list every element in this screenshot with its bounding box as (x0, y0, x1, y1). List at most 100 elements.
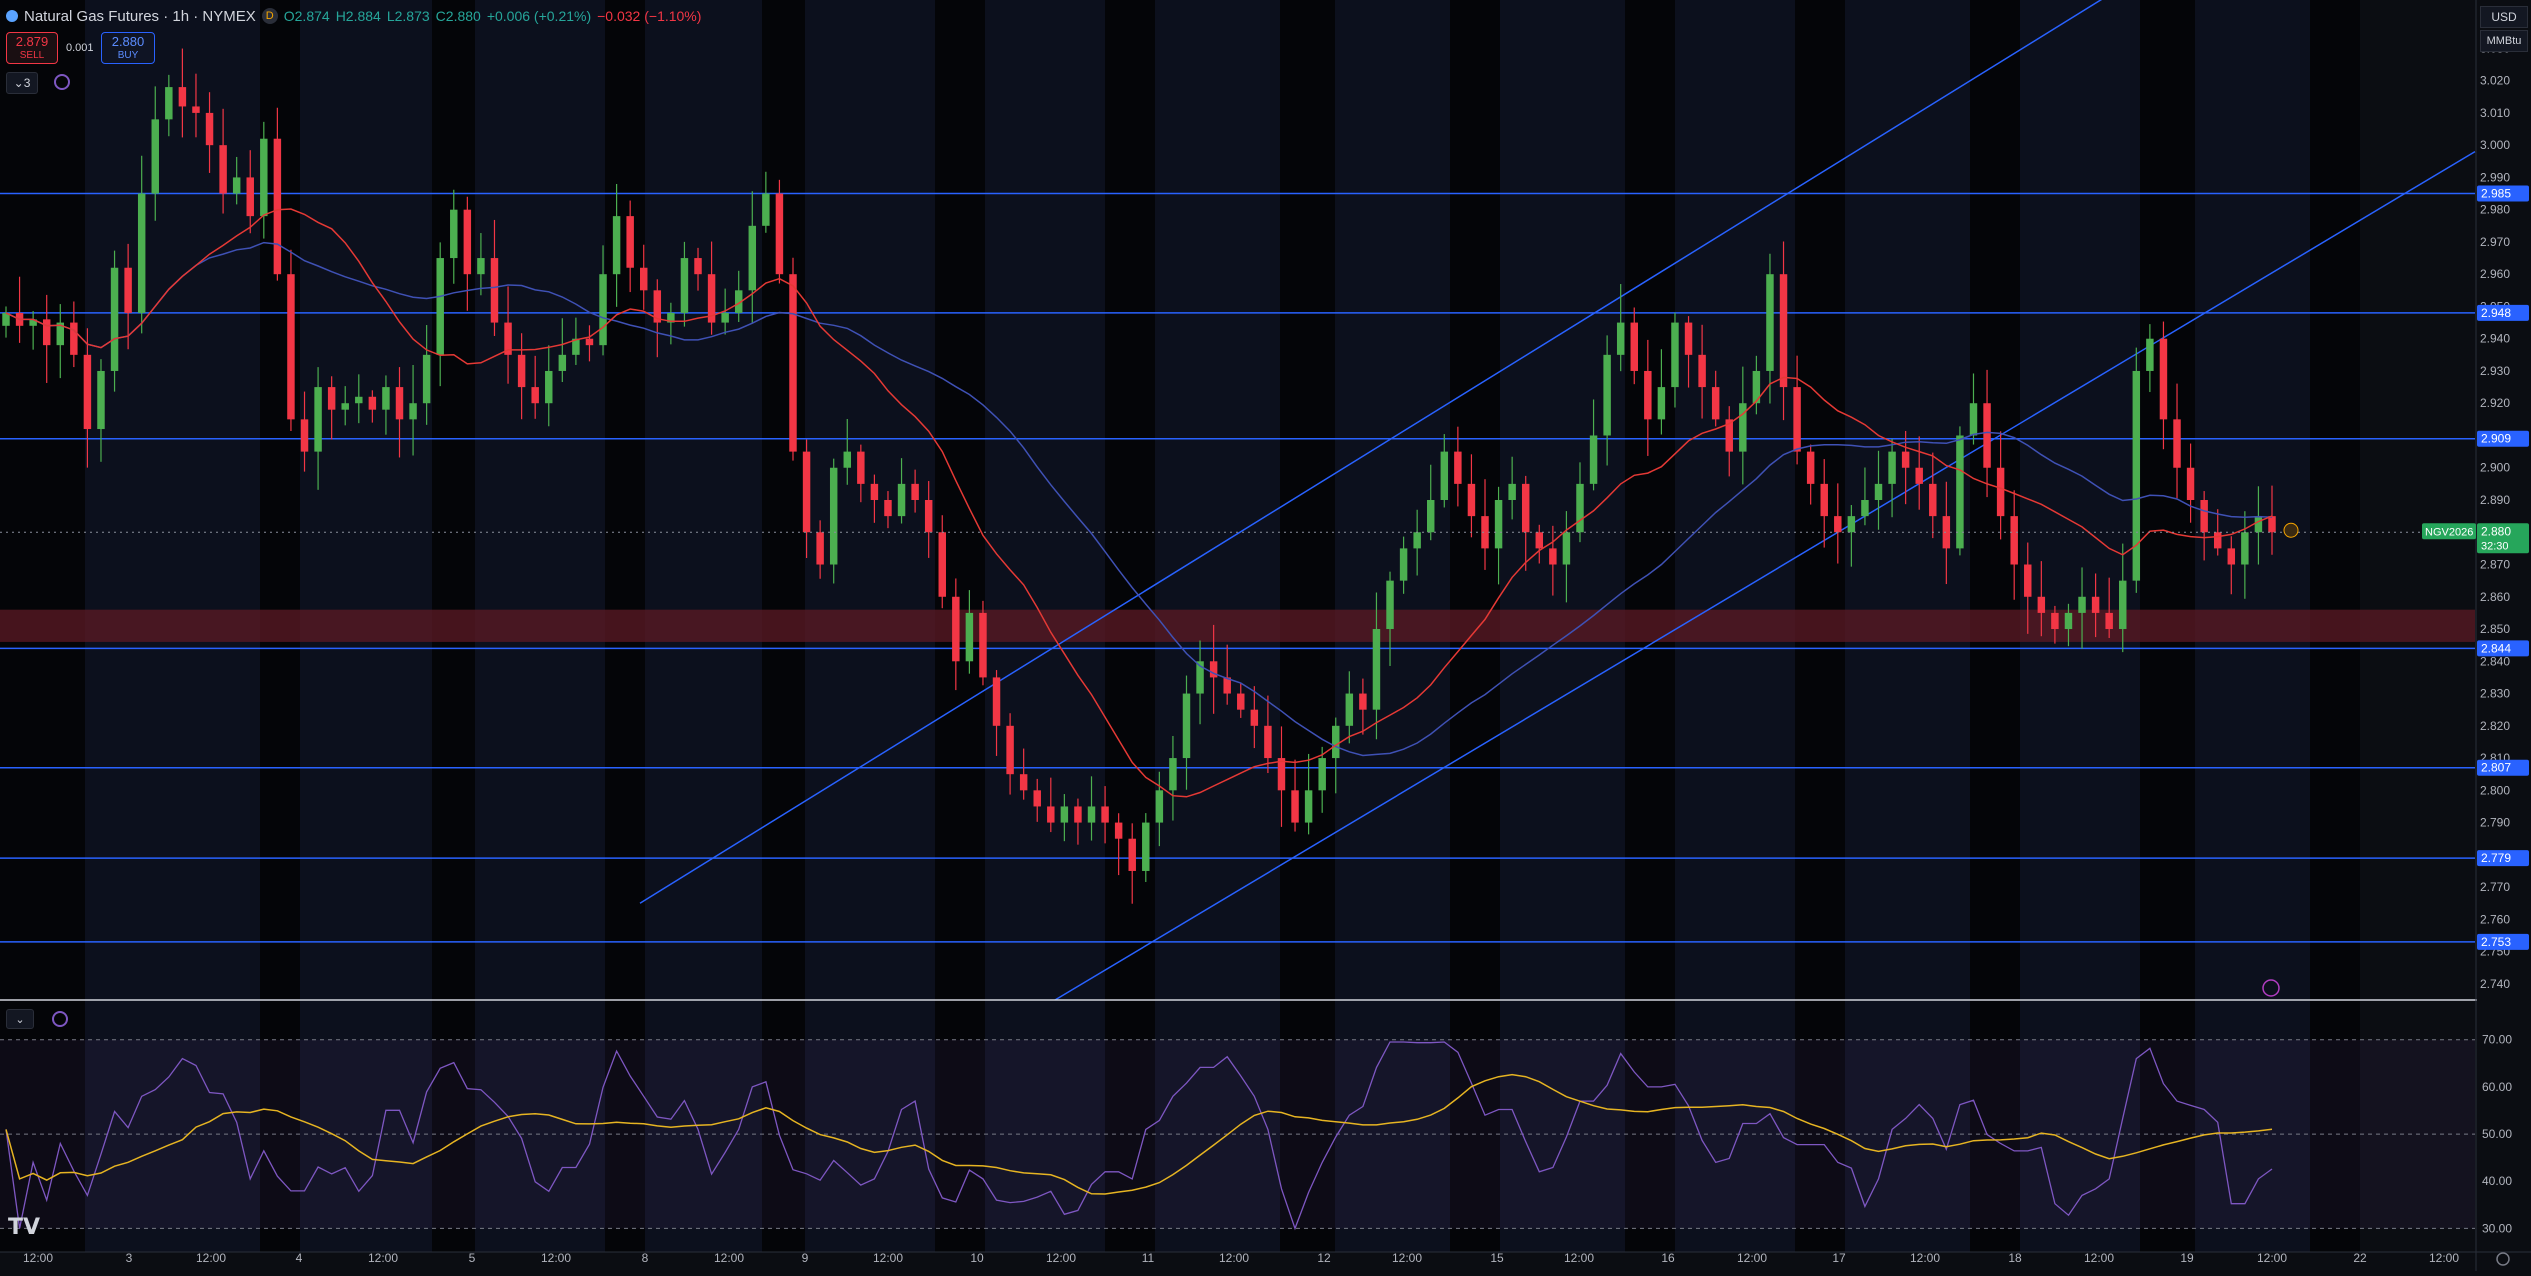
candle-body (1250, 709, 1259, 726)
candle-body (1888, 451, 1896, 484)
dividend-marker-icon[interactable] (2283, 522, 2299, 538)
symbol-logo-icon[interactable] (6, 10, 18, 22)
candle-body (1277, 758, 1286, 791)
candle-body (911, 483, 919, 500)
time-tick-label: 12:00 (1737, 1251, 1767, 1265)
candle-body (1562, 532, 1571, 565)
time-tick-label: 17 (1832, 1251, 1846, 1265)
candle-body (1779, 274, 1788, 388)
price-tick-label: 2.890 (2480, 493, 2510, 507)
indicator-settings-icon[interactable] (54, 74, 70, 90)
price-tick-label: 2.900 (2480, 461, 2510, 475)
candle-body (2024, 564, 2032, 597)
candle-body (870, 483, 879, 500)
moving-average-fast (5, 208, 2273, 798)
candle-body (395, 387, 404, 420)
moving-average-slow (5, 241, 2273, 757)
candle-body (137, 193, 146, 313)
candle-body (2078, 596, 2086, 613)
buy-button[interactable]: 2.880 BUY (101, 32, 155, 64)
price-tick-label: 2.800 (2480, 783, 2510, 797)
time-axis-settings-icon[interactable] (2496, 1252, 2510, 1266)
currency-selector[interactable]: USD (2480, 6, 2528, 28)
rsi-collapse-button[interactable]: ⌄ (6, 1009, 34, 1029)
open-value: O2.874 (283, 8, 330, 24)
channel-lower-line (1054, 150, 2476, 1001)
candle-body (2132, 370, 2141, 581)
candle-body (165, 87, 173, 120)
candle-body (2, 312, 10, 326)
price-tick-label: 3.020 (2480, 74, 2510, 88)
level-price-badge (2477, 430, 2529, 447)
session-badge[interactable]: D (261, 8, 278, 24)
candle-body (151, 119, 159, 194)
candle-body (2010, 516, 2018, 565)
candle-body (707, 274, 716, 323)
rsi-settings-icon[interactable] (52, 1011, 68, 1027)
candle-body (1725, 419, 1733, 452)
current-price-badge (2477, 523, 2529, 554)
candle-body (463, 209, 472, 275)
support-zone (0, 609, 2475, 642)
candle-body (1535, 532, 1544, 549)
rsi-line (5, 1041, 2273, 1231)
time-tick-label: 19 (2180, 1251, 2194, 1265)
level-price-badge (2477, 304, 2529, 321)
candle-body (2227, 548, 2236, 565)
candle-body (1155, 790, 1164, 823)
rsi-tick-label: 60.00 (2482, 1080, 2512, 1094)
time-tick-label: 12:00 (1392, 1251, 1422, 1265)
candle-body (1074, 806, 1082, 823)
candle-body (1359, 693, 1367, 710)
candle-body (1671, 322, 1679, 388)
candle-body (1223, 677, 1231, 694)
candle-body (1711, 387, 1720, 420)
candle-body (1752, 370, 1761, 404)
close-value: C2.880 (435, 8, 481, 24)
candle-body (1874, 483, 1883, 500)
candle-body (1616, 322, 1625, 355)
candle-body (2254, 516, 2263, 533)
unit-selector[interactable]: MMBtu (2480, 30, 2528, 52)
time-tick-label: 22 (2353, 1251, 2367, 1265)
sell-button[interactable]: 2.879 SELL (6, 32, 58, 64)
candle-body (1657, 387, 1666, 420)
price-tick-label: 2.940 (2480, 332, 2510, 346)
candle-body (721, 312, 729, 323)
time-tick-label: 11 (1142, 1251, 1155, 1265)
candle-body (531, 387, 539, 404)
ohlc-values: O2.874 H2.884 L2.873 C2.880 +0.006 (+0.21%) −… (284, 8, 708, 24)
candle-body (1494, 500, 1503, 549)
candle-body (1128, 838, 1136, 871)
symbol-title[interactable]: Natural Gas Futures · 1h · NYMEX (24, 7, 256, 25)
candle-body (1169, 758, 1177, 791)
time-tick-label: 8 (642, 1251, 649, 1265)
time-tick-label: 12:00 (23, 1251, 53, 1265)
candle-body (1915, 467, 1923, 484)
candle-body (1413, 532, 1421, 549)
candle-body (504, 322, 512, 355)
candle-body (1142, 822, 1150, 871)
price-tick-label: 2.870 (2480, 558, 2510, 572)
candle-body (1684, 322, 1693, 355)
sell-label: SELL (19, 50, 45, 61)
time-tick-label: 12:00 (2084, 1251, 2114, 1265)
candle-body (897, 483, 906, 517)
candle-body (124, 267, 132, 313)
price-tick-label: 3.000 (2480, 138, 2510, 152)
alert-bolt-icon[interactable] (2262, 979, 2280, 997)
candle-body (1033, 790, 1041, 807)
tradingview-logo-icon[interactable]: TV (8, 1215, 41, 1240)
time-tick-label: 12:00 (2429, 1251, 2459, 1265)
candle-body (1861, 500, 1869, 517)
indicators-collapse-button[interactable]: ⌄ 3 (6, 72, 38, 94)
candle-body (1834, 516, 1842, 533)
price-tick-label: 2.920 (2480, 396, 2510, 410)
candle-body (1549, 548, 1557, 565)
level-price-badge (2477, 185, 2529, 202)
candle-body (1332, 725, 1340, 759)
candle-body (178, 87, 187, 107)
candle-body (1182, 693, 1191, 759)
